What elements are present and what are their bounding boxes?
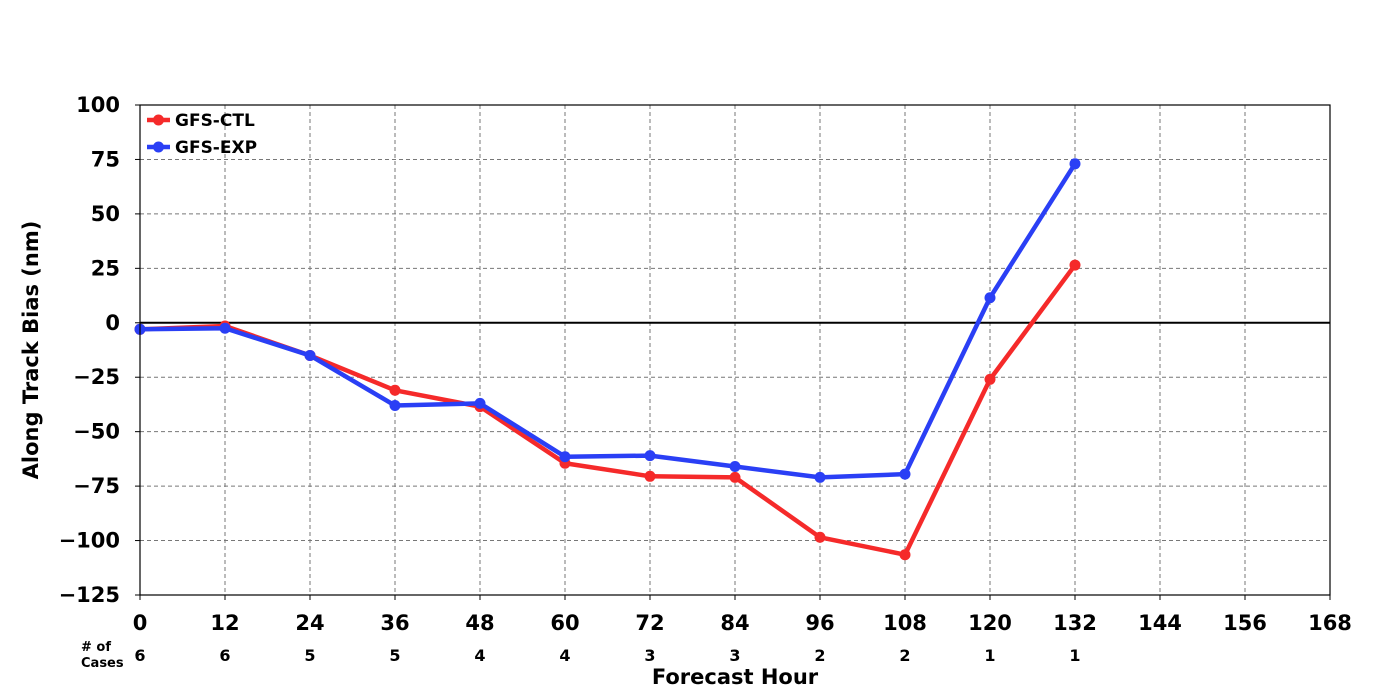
data-point-gfs-ctl: [814, 531, 826, 543]
x-tick-label: 120: [968, 611, 1012, 635]
x-tick-label: 36: [380, 611, 409, 635]
x-tick-label: 24: [295, 611, 324, 635]
x-tick-label: 156: [1223, 611, 1267, 635]
case-count-label: 4: [559, 646, 570, 665]
legend-swatch-marker: [153, 141, 164, 153]
data-point-gfs-ctl: [644, 470, 656, 482]
cases-label-line1: # of: [81, 640, 111, 655]
data-point-gfs-exp: [1069, 158, 1081, 170]
series-gfs-exp: [134, 158, 1081, 483]
data-point-gfs-exp: [389, 400, 401, 412]
legend-label: GFS-EXP: [175, 138, 257, 158]
data-point-gfs-ctl: [1069, 259, 1081, 271]
case-count-label: 1: [984, 646, 995, 665]
case-count-label: 3: [729, 646, 740, 665]
case-count-label: 4: [474, 646, 485, 665]
case-count-label: 3: [644, 646, 655, 665]
y-tick-label: −75: [73, 474, 120, 498]
x-tick-label: 144: [1138, 611, 1182, 635]
case-count-label: 6: [134, 646, 145, 665]
y-tick-label: −50: [73, 420, 120, 444]
case-count-label: 5: [304, 646, 315, 665]
y-tick-label: 100: [76, 93, 120, 117]
legend: GFS-CTL GFS-EXP: [147, 111, 257, 158]
legend-item-gfs-exp: GFS-EXP: [147, 138, 257, 158]
case-count-label: 5: [389, 646, 400, 665]
x-tick-label: 72: [635, 611, 664, 635]
legend-item-gfs-ctl: GFS-CTL: [147, 111, 255, 131]
data-point-gfs-exp: [899, 468, 911, 480]
data-point-gfs-exp: [474, 397, 486, 409]
data-point-gfs-exp: [814, 471, 826, 483]
grid-lines: [140, 105, 1330, 595]
y-tick-label: −25: [73, 365, 120, 389]
x-tick-label: 96: [805, 611, 834, 635]
data-point-gfs-ctl: [389, 384, 401, 396]
data-point-gfs-ctl: [729, 471, 741, 483]
legend-swatch-marker: [153, 114, 164, 126]
legend-label: GFS-CTL: [175, 111, 255, 131]
case-count-label: 2: [814, 646, 825, 665]
x-tick-label: 60: [550, 611, 579, 635]
data-point-gfs-exp: [729, 461, 741, 473]
y-tick-label: 75: [91, 147, 120, 171]
data-point-gfs-exp: [559, 451, 571, 463]
x-tick-label: 12: [210, 611, 239, 635]
case-count-label: 1: [1069, 646, 1080, 665]
y-tick-labels: 100 75 50 25 0 −25 −50 −75 −100 −125: [59, 93, 140, 607]
x-tick-label: 0: [133, 611, 148, 635]
x-tick-labels: 0 12 24 36 48 60 72 84 96 108 120 132 144 156 168: [133, 595, 1352, 635]
y-tick-label: −125: [59, 583, 120, 607]
data-point-gfs-exp: [984, 292, 996, 304]
data-point-gfs-exp: [304, 349, 316, 361]
y-tick-label: 25: [91, 256, 120, 280]
y-tick-label: −100: [59, 529, 120, 553]
data-point-gfs-ctl: [899, 549, 911, 561]
x-axis-title: Forecast Hour: [652, 665, 819, 689]
data-point-gfs-exp: [219, 322, 231, 334]
y-tick-label: 0: [105, 311, 120, 335]
x-tick-label: 108: [883, 611, 927, 635]
y-tick-label: 50: [91, 202, 120, 226]
cases-label-line2: Cases: [81, 656, 124, 671]
case-count-labels: 6 6 5 5 4 4 3 3 2 2 1 1: [134, 646, 1080, 665]
data-point-gfs-exp: [644, 450, 656, 462]
case-count-label: 6: [219, 646, 230, 665]
y-axis-title: Along Track Bias (nm): [19, 221, 43, 480]
data-point-gfs-ctl: [984, 373, 996, 385]
series-line-gfs-exp: [139, 162, 1077, 480]
case-count-label: 2: [899, 646, 910, 665]
x-tick-label: 168: [1308, 611, 1352, 635]
x-tick-label: 132: [1053, 611, 1097, 635]
series-layer: [134, 158, 1081, 561]
x-tick-label: 84: [720, 611, 749, 635]
x-tick-label: 48: [465, 611, 494, 635]
